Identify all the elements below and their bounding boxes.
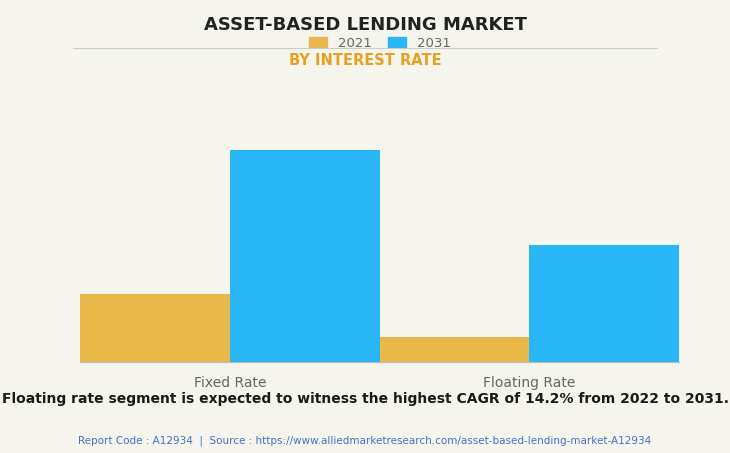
- Bar: [380, 337, 529, 362]
- Text: BY INTEREST RATE: BY INTEREST RATE: [288, 53, 442, 68]
- Bar: [80, 294, 230, 362]
- Text: Report Code : A12934  |  Source : https://www.alliedmarketresearch.com/asset-bas: Report Code : A12934 | Source : https://…: [78, 436, 652, 446]
- Bar: [529, 246, 679, 362]
- Text: ASSET-BASED LENDING MARKET: ASSET-BASED LENDING MARKET: [204, 16, 526, 34]
- Text: Floating rate segment is expected to witness the highest CAGR of 14.2% from 2022: Floating rate segment is expected to wit…: [1, 392, 729, 406]
- Legend: 2021, 2031: 2021, 2031: [304, 31, 456, 55]
- Bar: [230, 149, 380, 362]
